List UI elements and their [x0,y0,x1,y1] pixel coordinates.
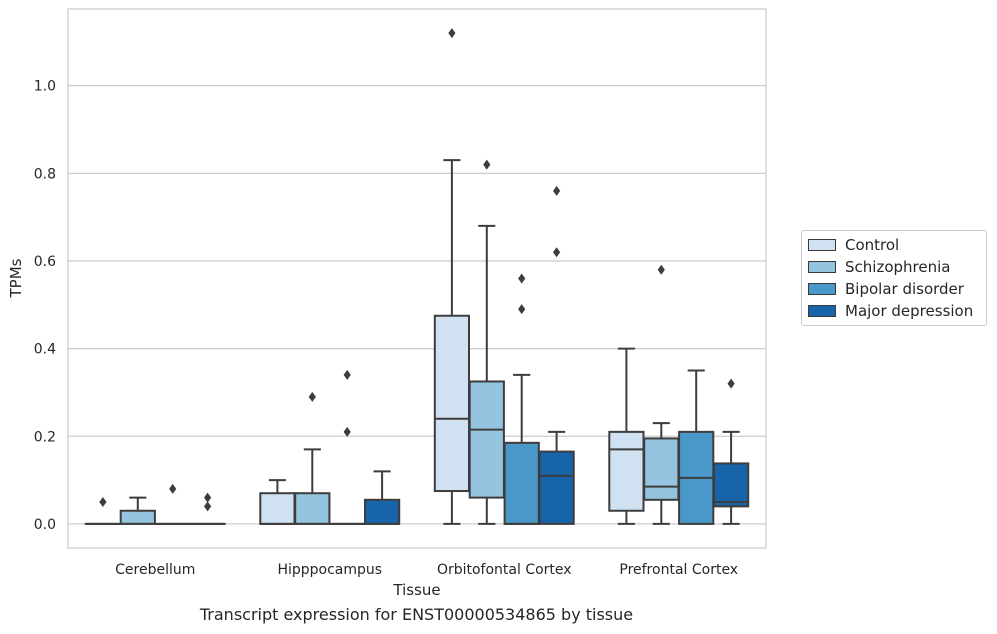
iqr-box [712,462,750,508]
legend-label-control: Control [845,236,900,254]
x-tick-label: Prefrontal Cortex [619,562,738,578]
x-tick-label: Hipppocampus [277,562,382,578]
box-series [84,28,750,525]
legend-item-bipolar-disorder: Bipolar disorder [808,279,964,299]
outlier-point [169,483,177,494]
legend: Control Schizophrenia Bipolar disorder M… [801,230,987,326]
outlier-point [518,273,526,284]
iqr-box [363,498,401,525]
box-3-1 [643,264,680,525]
outlier-point [204,492,212,503]
iqr-box [503,441,540,525]
box-2-1 [468,159,505,525]
outlier-point [99,496,107,507]
y-tick-label: 0.0 [34,517,56,533]
outlier-point [657,264,665,275]
x-tick-label: Cerebellum [115,562,195,578]
iqr-box [294,492,331,525]
box-1-0 [259,479,296,525]
outlier-point [343,369,351,380]
outlier-point [553,247,561,258]
outlier-point [343,426,351,437]
legend-swatch-major-depression [808,305,836,317]
iqr-box [468,380,505,499]
legend-label-major-depression: Major depression [845,302,974,320]
outlier-point [483,159,491,170]
x-tick-label: Orbitofontal Cortex [437,562,572,578]
box-1-1 [294,391,331,525]
outlier-point [518,304,526,315]
legend-item-control: Control [808,235,899,255]
box-2-0 [433,28,471,525]
legend-label-bipolar-disorder: Bipolar disorder [845,280,964,298]
y-tick-label: 0.2 [34,429,56,445]
x-axis-ticks: Cerebellum Hipppocampus Orbitofontal Corte… [115,562,738,578]
y-tick-label: 0.4 [34,342,56,358]
chart-caption: Transcript expression for ENST0000053486… [199,605,634,624]
iqr-box [433,314,471,493]
legend-label-schizophrenia: Schizophrenia [845,258,951,276]
y-tick-label: 1.0 [34,79,56,95]
box-3-0 [608,347,645,525]
plot-frame [67,8,767,549]
iqr-box [643,437,680,501]
box-2-2 [503,273,540,525]
box-0-2 [154,483,191,525]
iqr-box [608,430,645,512]
iqr-box [259,492,296,525]
outlier-point [448,28,456,39]
outlier-point [308,391,316,402]
iqr-box [119,509,156,525]
legend-swatch-bipolar-disorder [808,283,836,295]
box-0-1 [119,496,156,525]
y-axis-label: TPMs [7,258,25,298]
box-1-3 [363,470,401,525]
x-axis-label: Tissue [392,581,440,599]
box-1-2 [329,369,366,525]
iqr-box [538,450,575,525]
box-0-3 [189,492,226,525]
legend-item-schizophrenia: Schizophrenia [808,257,950,277]
outlier-point [553,185,561,196]
outlier-point [204,501,212,512]
legend-swatch-control [808,239,836,251]
box-3-3 [712,378,750,525]
legend-item-major-depression: Major depression [808,301,973,321]
outlier-point [727,378,735,389]
y-tick-label: 0.6 [34,254,56,270]
box-2-3 [538,185,575,525]
legend-swatch-schizophrenia [808,261,836,273]
y-tick-label: 0.8 [34,166,56,182]
y-axis-ticks: 0.0 0.2 0.4 0.6 0.8 1.0 [34,79,56,533]
